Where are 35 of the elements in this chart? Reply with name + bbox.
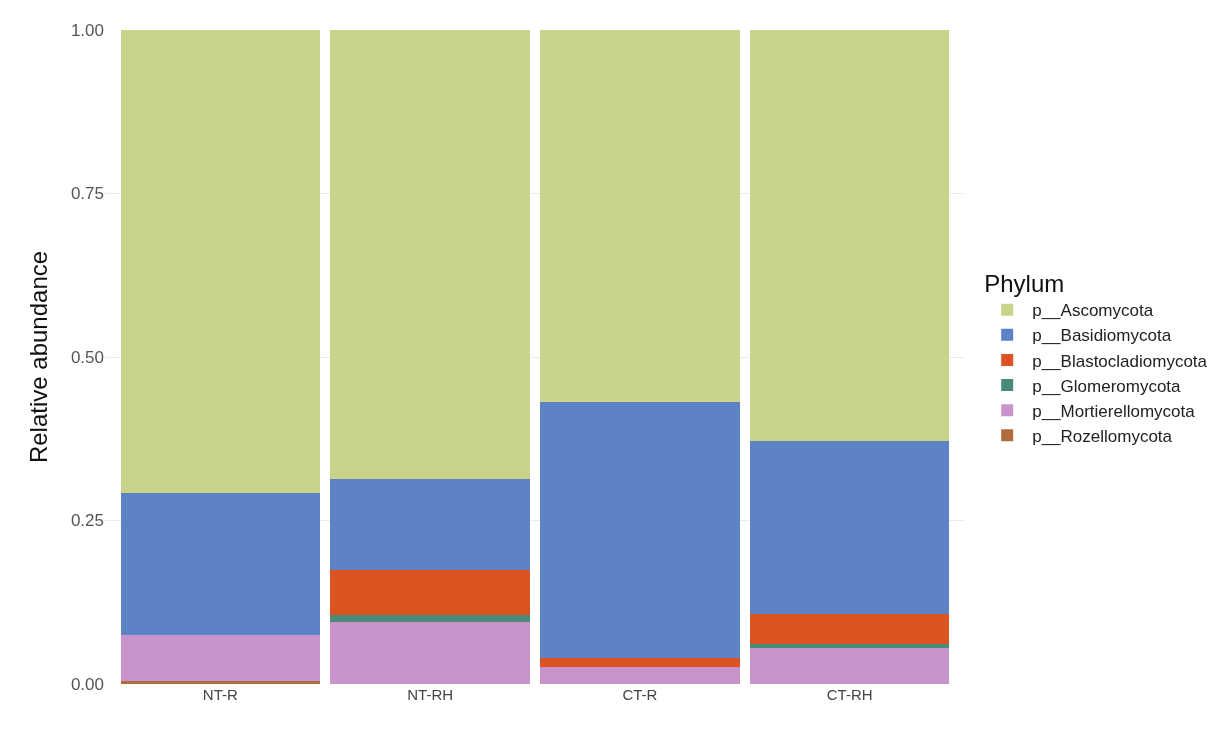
bar [750, 648, 950, 684]
legend-label: p__Mortierellomycota [1032, 401, 1196, 421]
bar [330, 479, 530, 571]
y-tick-label: 0.25 [70, 511, 104, 531]
bar [750, 30, 950, 442]
bar [330, 614, 530, 622]
bar [330, 570, 530, 615]
legend-label: p__Blastocladiomycota [1032, 351, 1208, 371]
x-tick-label: NT-RH [407, 686, 454, 703]
legend-title: Phylum [984, 270, 1065, 298]
x-tick-label: CT-R [622, 686, 658, 703]
y-tick-label: 0.75 [70, 184, 104, 204]
bar [750, 614, 950, 645]
bar [750, 441, 950, 615]
x-tick-label: NT-R [202, 686, 239, 703]
bar [120, 493, 320, 635]
bar [330, 30, 530, 480]
bar [120, 30, 320, 494]
bar [120, 680, 320, 684]
y-tick-label: 1.00 [70, 20, 104, 40]
bar [750, 644, 950, 649]
legend-label: p__Rozellomycota [1032, 426, 1173, 446]
legend-label: p__Ascomycota [1032, 301, 1154, 321]
y-tick-label: 0.50 [70, 347, 104, 367]
bar [540, 658, 740, 667]
bar [540, 402, 740, 659]
legend-label: p__Basidiomycota [1032, 326, 1172, 346]
x-tick-label: CT-RH [826, 686, 873, 703]
legend-label: p__Glomeromycota [1032, 376, 1182, 396]
bar [540, 667, 740, 684]
bar [330, 621, 530, 684]
y-axis-title: Relative abundance [25, 250, 52, 464]
bar [120, 634, 320, 681]
bar [540, 30, 740, 403]
y-tick-label: 0.00 [70, 674, 104, 694]
